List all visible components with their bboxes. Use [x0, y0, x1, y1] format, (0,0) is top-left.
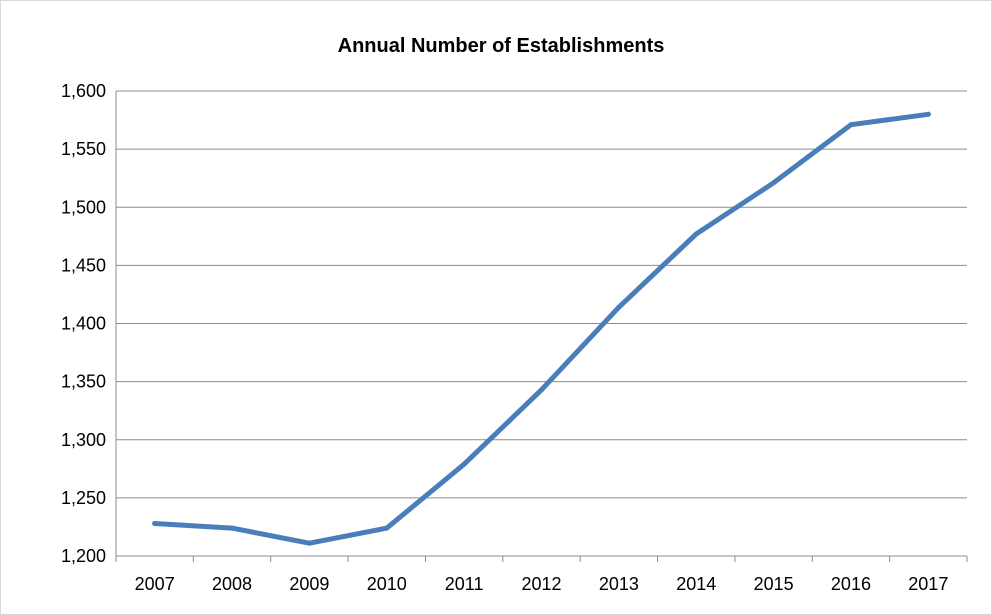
- y-tick-label: 1,300: [61, 430, 106, 450]
- x-tick-label: 2013: [599, 574, 639, 594]
- y-tick-label: 1,250: [61, 488, 106, 508]
- x-tick-label: 2012: [521, 574, 561, 594]
- x-tick-label: 2008: [212, 574, 252, 594]
- x-tick-label: 2015: [754, 574, 794, 594]
- y-tick-label: 1,450: [61, 255, 106, 275]
- x-tick-label: 2014: [676, 574, 716, 594]
- x-tick-label: 2017: [908, 574, 948, 594]
- data-point: [539, 387, 544, 393]
- x-axis: 2007 2008 2009 2010 2011 2012 2013 2014 2015 2016…: [115, 556, 968, 594]
- y-tick-label: 1,400: [61, 314, 106, 334]
- data-point: [152, 520, 158, 526]
- data-point: [229, 525, 235, 531]
- data-point: [384, 525, 390, 531]
- y-tick-label: 1,350: [61, 372, 106, 392]
- y-tick-label: 1,500: [61, 197, 106, 217]
- y-tick-label: 1,200: [61, 546, 106, 566]
- data-point: [461, 461, 467, 467]
- data-point: [616, 304, 622, 310]
- data-point: [771, 180, 777, 186]
- data-point: [925, 111, 931, 117]
- x-tick-label: 2016: [831, 574, 871, 594]
- chart-title: Annual Number of Establishments: [338, 35, 665, 57]
- data-point: [848, 122, 854, 128]
- data-point: [693, 231, 699, 237]
- x-tick-label: 2007: [135, 574, 175, 594]
- x-tick-label: 2009: [289, 574, 329, 594]
- data-point: [306, 540, 312, 546]
- series-line: [152, 111, 931, 546]
- series-lines: [152, 111, 931, 546]
- x-tick-label: 2010: [367, 574, 407, 594]
- y-axis: 1,200 1,250 1,300 1,350 1,400 1,450 1,500 1,550…: [61, 81, 117, 566]
- x-tick-label: 2011: [445, 574, 484, 594]
- y-tick-label: 1,550: [61, 139, 106, 159]
- gridlines: [116, 90, 967, 557]
- y-tick-label: 1,600: [61, 81, 106, 101]
